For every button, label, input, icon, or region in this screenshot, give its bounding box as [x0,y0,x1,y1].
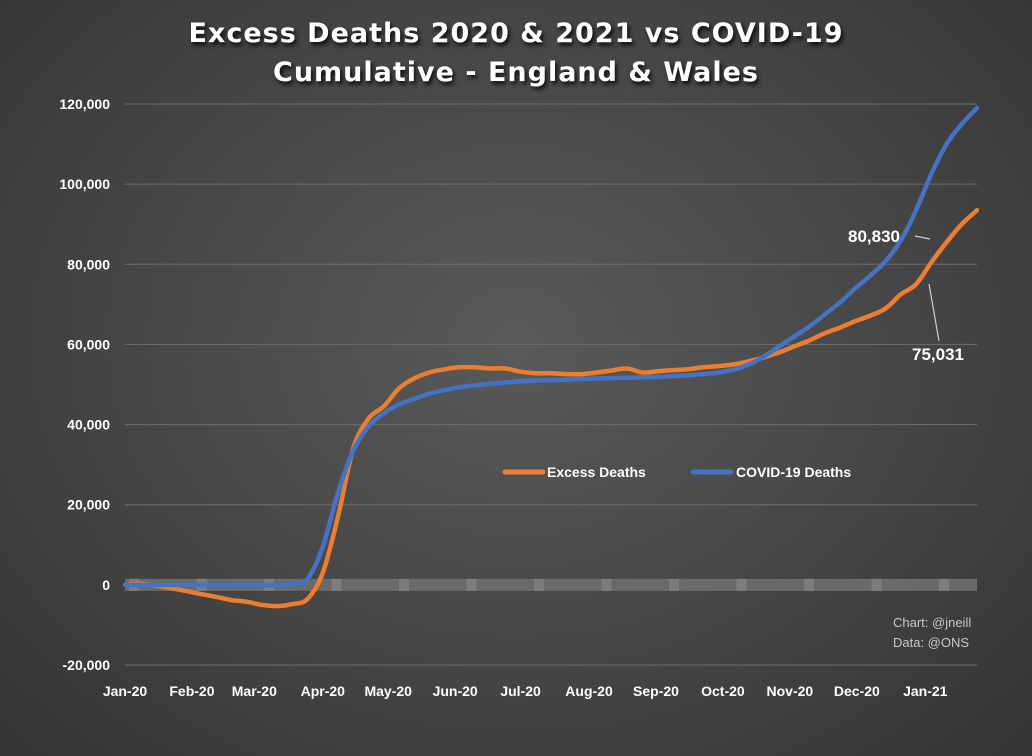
legend-label-excess-deaths: Excess Deaths [547,464,646,480]
y-tick-label: -20,000 [63,657,111,673]
y-tick-label: 40,000 [67,417,110,433]
callout-excess-value: 75,031 [912,345,964,364]
zero-band-marker [939,578,949,591]
callout-leader-excess [928,283,940,342]
x-tick-label: May-20 [364,683,412,699]
gridlines [125,103,977,666]
x-tick-label: Nov-20 [767,683,814,699]
zero-band-marker [534,578,544,591]
y-tick-label: 60,000 [67,336,110,352]
series-line-covid-deaths [123,105,979,588]
zero-band-marker [871,578,882,591]
callout-covid-value: 80,830 [848,227,900,246]
y-tick-label: 20,000 [67,497,110,513]
x-tick-label: Sep-20 [633,683,679,699]
legend: Excess Deaths COVID-19 Deaths [502,464,851,480]
x-tick-label: Dec-20 [834,683,880,699]
x-tick-label: Jan-20 [103,683,148,699]
series-lines [123,105,979,609]
y-axis-tick-labels: -20,000 0 20,000 40,000 60,000 80,000 100,000 1… [59,96,110,673]
zero-band-marker [669,578,679,591]
zero-band-marker [399,578,409,591]
y-tick-label: 0 [102,577,110,593]
x-tick-label: Oct-20 [701,683,745,699]
y-tick-label: 120,000 [59,96,110,112]
x-tick-label: Aug-20 [565,683,613,699]
annotations: 80,830 75,031 [848,227,964,364]
x-tick-label: Feb-20 [169,683,214,699]
zero-band-marker [736,578,747,591]
chart-title-line-2: Cumulative - England & Wales [273,57,759,88]
x-tick-label: Jan-21 [903,683,948,699]
x-tick-label: Mar-20 [232,683,277,699]
credit-data: Data: @ONS [893,635,969,650]
x-tick-label: Jun-20 [433,683,478,699]
zero-band-marker [804,578,814,591]
callout-leader-covid [914,235,931,240]
legend-label-covid-deaths: COVID-19 Deaths [736,464,851,480]
credit-chart: Chart: @jneill [893,615,971,630]
y-tick-label: 100,000 [59,176,110,192]
zero-band-marker [601,578,612,591]
series-line-excess-deaths [123,207,979,609]
zero-band-marker [466,578,477,591]
x-tick-label: Jul-20 [500,683,541,699]
zero-band-marker [331,578,342,591]
x-axis-tick-labels: Jan-20 Feb-20 Mar-20 Apr-20 May-20 Jun-20 Jul-… [103,683,948,699]
chart-title-line-1: Excess Deaths 2020 & 2021 vs COVID-19 [188,18,844,49]
x-tick-label: Apr-20 [301,683,346,699]
y-tick-label: 80,000 [67,256,110,272]
